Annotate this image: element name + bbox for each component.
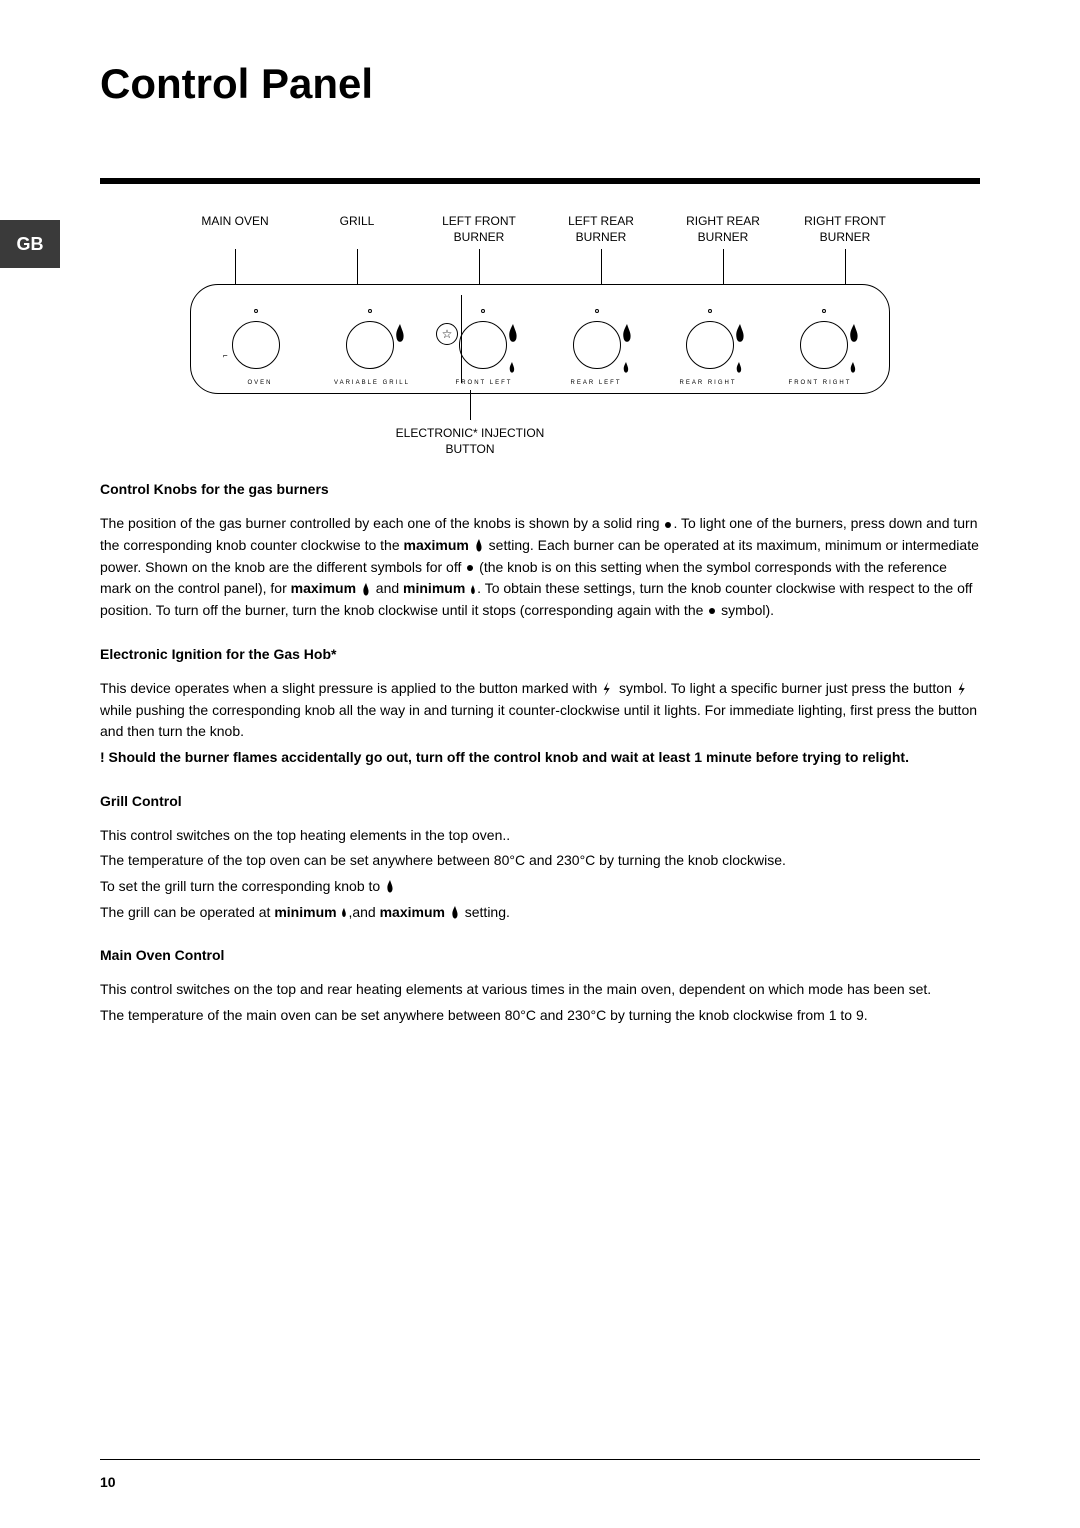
page-title: Control Panel: [100, 60, 980, 108]
text-main-oven-2: The temperature of the main oven can be …: [100, 1005, 980, 1027]
flame-icon: [473, 539, 485, 553]
ignition-label: ELECTRONIC* INJECTION BUTTON: [390, 426, 550, 457]
dot-icon: [709, 608, 715, 614]
spark-icon: [601, 682, 615, 696]
text-electronic-ignition: This device operates when a slight press…: [100, 678, 980, 743]
ignition-line: [470, 390, 471, 420]
knob-rear-left: [552, 309, 642, 369]
page-number: 10: [100, 1474, 116, 1490]
heading-control-knobs: Control Knobs for the gas burners: [100, 481, 980, 497]
footer-rule: [100, 1459, 980, 1460]
flame-icon: [449, 906, 461, 920]
text-main-oven-1: This control switches on the top and rea…: [100, 979, 980, 1001]
knob-grill: [325, 309, 415, 369]
text-control-knobs: The position of the gas burner controlle…: [100, 513, 980, 621]
tab-label: GB: [17, 234, 44, 255]
control-panel-diagram: MAIN OVEN GRILL LEFT FRONT BURNER LEFT R…: [190, 214, 890, 457]
flame-small-icon: [469, 585, 477, 595]
text-grill-3: To set the grill turn the corresponding …: [100, 876, 980, 898]
diagram-lines: [190, 249, 890, 284]
text-grill-2: The temperature of the top oven can be s…: [100, 850, 980, 872]
title-rule: [100, 178, 980, 184]
label-left-rear: LEFT REAR BURNER: [556, 214, 646, 245]
text-grill-1: This control switches on the top heating…: [100, 825, 980, 847]
knob-front-right: [779, 309, 869, 369]
label-grill: GRILL: [312, 214, 402, 245]
warning-text: ! Should the burner flames accidentally …: [100, 747, 980, 769]
spark-icon: [956, 682, 970, 696]
text-grill-4: The grill can be operated at minimum ,an…: [100, 902, 980, 924]
label-main-oven: MAIN OVEN: [190, 214, 280, 245]
label-right-rear: RIGHT REAR BURNER: [678, 214, 768, 245]
heading-grill-control: Grill Control: [100, 793, 980, 809]
dot-icon: [467, 565, 473, 571]
flame-icon: [384, 880, 396, 894]
label-right-front: RIGHT FRONT BURNER: [800, 214, 890, 245]
knob-main-oven: ⌐: [211, 309, 301, 369]
flame-icon: [360, 583, 372, 597]
panel-box: ☆ ⌐: [190, 284, 890, 394]
heading-electronic-ignition: Electronic Ignition for the Gas Hob*: [100, 646, 980, 662]
knob-rear-right: [665, 309, 755, 369]
page-tab: GB: [0, 220, 60, 268]
label-left-front: LEFT FRONT BURNER: [434, 214, 524, 245]
dot-icon: [665, 522, 671, 528]
knob-front-left: [438, 309, 528, 369]
diagram-top-labels: MAIN OVEN GRILL LEFT FRONT BURNER LEFT R…: [190, 214, 890, 245]
heading-main-oven: Main Oven Control: [100, 947, 980, 963]
